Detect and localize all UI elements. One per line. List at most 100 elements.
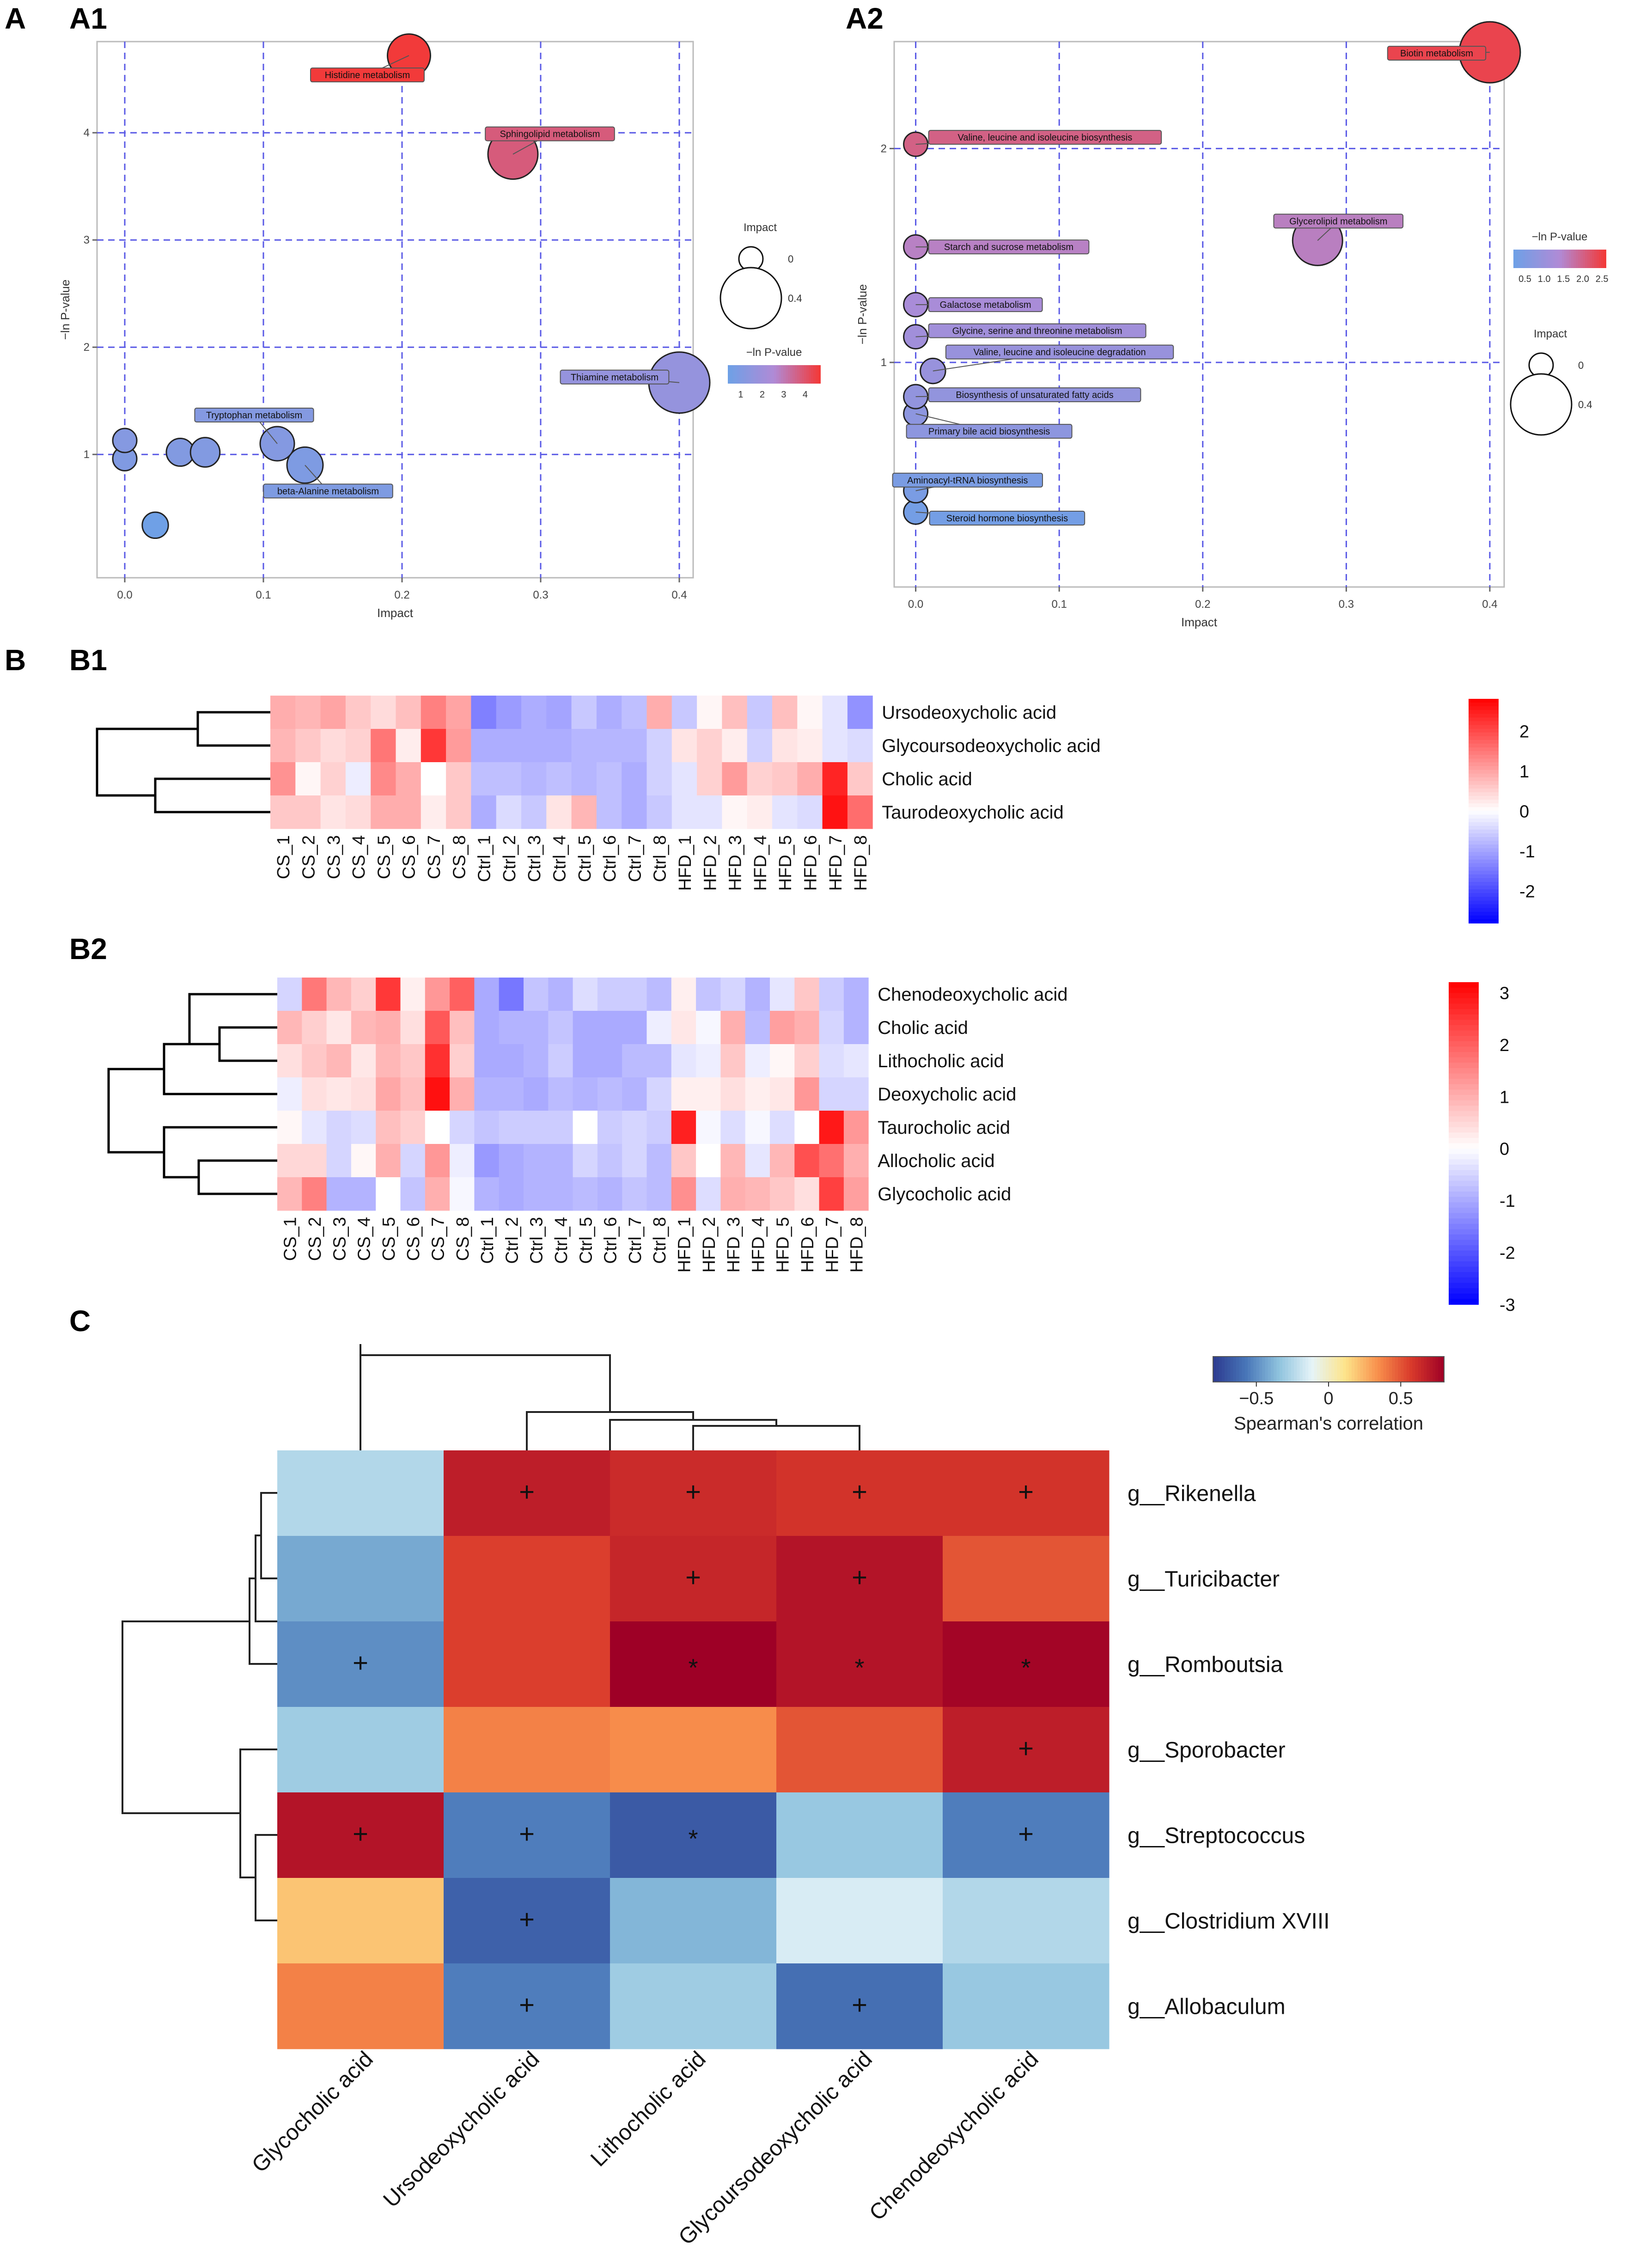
column-label: CS_2 <box>299 835 318 879</box>
corr-cell <box>776 1450 943 1536</box>
x-tick-label: 0.3 <box>533 589 548 601</box>
color-bar-step <box>1469 781 1499 785</box>
color-legend-tick: 2 <box>760 390 765 400</box>
color-bar-step <box>1469 714 1499 718</box>
row-label: g__Turicibacter <box>1128 1567 1280 1592</box>
data-label-box <box>1387 46 1487 61</box>
color-legend-step <box>1541 250 1544 268</box>
color-bar-step <box>1282 1357 1286 1382</box>
color-legend-step <box>1580 250 1583 268</box>
heat-cell <box>425 1111 450 1144</box>
color-bar-step <box>1412 1357 1416 1382</box>
color-bar-step <box>1449 1068 1479 1074</box>
color-bar-step <box>1449 1170 1479 1176</box>
corr-cell <box>943 1792 1110 1878</box>
heat-cell <box>425 1177 450 1211</box>
corr-cell <box>610 1450 777 1536</box>
color-legend-step <box>753 365 756 384</box>
heat-cell <box>573 1011 598 1045</box>
heat-cell <box>295 729 321 763</box>
column-label: CS_3 <box>330 1217 349 1261</box>
heat-cell <box>597 1111 622 1144</box>
heat-cell <box>450 1077 475 1111</box>
column-label: Ctrl_3 <box>525 835 544 882</box>
heat-cell <box>772 795 798 829</box>
x-tick-label: 0.3 <box>1339 598 1354 611</box>
heat-cell <box>646 1077 672 1111</box>
color-bar-step <box>1449 1197 1479 1203</box>
color-bar-step <box>1331 1357 1335 1382</box>
color-bar-tick: 2 <box>1519 722 1529 741</box>
heat-cell <box>270 795 296 829</box>
column-label: Ctrl_3 <box>527 1217 547 1264</box>
data-label: Glycerolipid metabolism <box>1289 216 1387 226</box>
heat-cell <box>371 696 396 729</box>
heat-cell <box>646 696 672 729</box>
heat-cell <box>794 1177 820 1211</box>
color-bar-step <box>1334 1357 1338 1382</box>
color-legend-step <box>797 365 800 384</box>
heat-cell <box>622 795 647 829</box>
color-bar-step <box>1409 1357 1413 1382</box>
color-legend-step <box>739 365 742 384</box>
row-label: Cholic acid <box>878 1018 968 1038</box>
corr-cell <box>444 1450 610 1536</box>
color-bar-step <box>1421 1357 1425 1382</box>
color-bar-step <box>1415 1357 1419 1382</box>
data-point <box>189 437 221 468</box>
significance-mark: + <box>519 1819 535 1849</box>
color-bar-step <box>1469 878 1499 883</box>
heat-cell <box>499 1044 524 1078</box>
heat-cell <box>571 696 597 729</box>
column-label: HFD_3 <box>726 835 745 891</box>
color-legend-step <box>1548 250 1551 268</box>
color-bar-step <box>1449 1240 1479 1246</box>
column-label: CS_8 <box>453 1217 473 1261</box>
color-legend-step <box>1523 250 1525 268</box>
color-bar-tick: -1 <box>1519 842 1535 862</box>
color-bar-step <box>1449 1030 1479 1037</box>
heat-cell <box>400 1044 426 1078</box>
color-bar-step <box>1469 837 1499 842</box>
heat-cell <box>696 1111 721 1144</box>
heat-cell <box>573 1177 598 1211</box>
color-legend-step <box>806 365 809 384</box>
color-legend-step <box>742 365 744 384</box>
color-legend-step <box>746 365 749 384</box>
heat-cell <box>696 1011 721 1045</box>
column-label: CS_1 <box>274 835 293 879</box>
heat-cell <box>671 696 697 729</box>
color-bar-step <box>1449 1116 1479 1123</box>
color-legend-title: −ln P-value <box>1532 231 1588 243</box>
significance-mark: + <box>1018 1734 1034 1764</box>
color-legend-tick: 4 <box>803 390 808 400</box>
color-bar-step <box>1469 856 1499 860</box>
color-bar-step <box>1449 1245 1479 1251</box>
color-bar-tick: 0.5 <box>1389 1389 1413 1408</box>
color-bar-tick: 3 <box>1500 984 1509 1003</box>
size-legend-label: 0 <box>1578 360 1584 371</box>
heat-cell <box>270 729 296 763</box>
heat-cell <box>524 1011 549 1045</box>
column-label: HFD_2 <box>701 835 720 891</box>
data-label: Glycine, serine and threonine metabolism <box>952 326 1122 336</box>
data-label: Valine, leucine and isoleucine degradati… <box>973 348 1146 358</box>
column-label: Ctrl_4 <box>552 1217 571 1264</box>
column-label: Ctrl_1 <box>475 835 494 882</box>
column-label: HFD_1 <box>676 835 695 891</box>
color-legend-step <box>1567 250 1569 268</box>
color-bar-step <box>1227 1357 1231 1382</box>
heat-cell <box>471 696 497 729</box>
color-bar-step <box>1449 1164 1479 1171</box>
color-bar-step <box>1449 993 1479 999</box>
color-bar-step <box>1469 755 1499 759</box>
row-label: Glycoursodeoxycholic acid <box>882 736 1101 756</box>
heat-cell <box>722 795 748 829</box>
heat-cell <box>596 729 622 763</box>
color-bar-step <box>1380 1357 1384 1382</box>
x-tick-label: 0.0 <box>117 589 132 601</box>
heat-cell <box>524 978 549 1011</box>
color-bar-step <box>1449 998 1479 1004</box>
column-label: HFD_4 <box>751 835 770 891</box>
heat-cell <box>697 762 722 796</box>
